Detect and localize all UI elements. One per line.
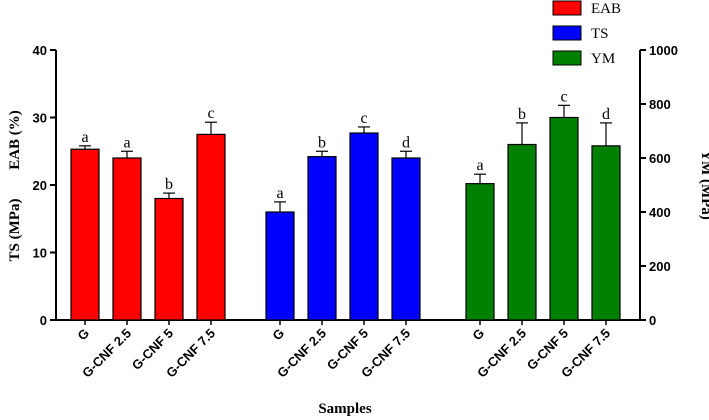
y-left-tick-label: 10: [33, 246, 47, 261]
x-tick-label: G: [469, 326, 487, 344]
significance-letter: b: [518, 106, 526, 123]
bar: [70, 148, 100, 321]
y-left-tick-label: 0: [40, 313, 47, 328]
legend-swatch: [552, 50, 582, 66]
legend-label: YM: [591, 51, 615, 67]
legend-swatch: [552, 25, 582, 41]
y-left-tick-label: 30: [33, 111, 47, 126]
significance-letter: b: [165, 176, 173, 193]
bar: [307, 156, 337, 321]
significance-letter: c: [360, 110, 367, 127]
bar: [591, 145, 621, 321]
bar: [349, 132, 379, 321]
bar: [196, 133, 226, 321]
x-axis-title: Samples: [318, 401, 372, 417]
y-left-tick-label: 40: [33, 43, 47, 58]
y-right-tick-label: 800: [649, 97, 671, 112]
y-right-tick-label: 400: [649, 205, 671, 220]
bar: [391, 157, 421, 321]
y-left-tick-label: 20: [33, 178, 47, 193]
bar: [112, 157, 142, 321]
significance-letter: a: [276, 185, 283, 202]
bar: [507, 143, 537, 321]
significance-letter: c: [560, 88, 567, 105]
y-right-tick-label: 200: [649, 259, 671, 274]
significance-letter: b: [318, 134, 326, 151]
significance-letter: c: [207, 105, 214, 122]
bar: [154, 197, 184, 321]
y-right-tick-label: 1000: [649, 43, 678, 58]
legend-label: EAB: [591, 1, 621, 17]
y-right-tick-label: 0: [649, 313, 656, 328]
y-axis-title-ts: TS (MPa): [7, 199, 23, 262]
y-axis-title-eab: EAB (%): [7, 110, 23, 170]
legend-swatch: [552, 0, 582, 16]
legend: EAB TS YM: [552, 0, 621, 67]
legend-label: TS: [591, 26, 609, 42]
y-axis-title-ym: YM (MPa): [698, 150, 709, 220]
bar: [549, 116, 579, 321]
bar: [465, 183, 495, 321]
bar: [265, 211, 295, 321]
x-tick-label: G: [269, 326, 287, 344]
significance-letter: a: [476, 157, 483, 174]
significance-letter: d: [602, 106, 610, 123]
significance-letter: a: [81, 129, 88, 146]
significance-letter: a: [123, 134, 130, 151]
x-tick-label: G: [74, 326, 92, 344]
y-right-tick-label: 600: [649, 151, 671, 166]
significance-letter: d: [402, 134, 410, 151]
